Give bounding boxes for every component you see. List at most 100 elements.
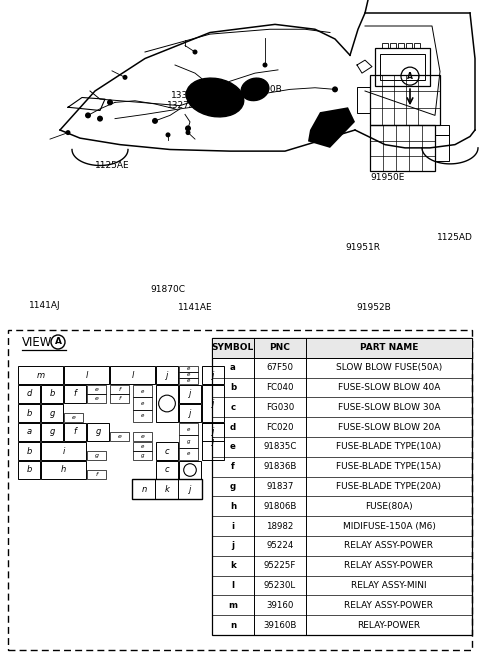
Bar xyxy=(110,394,129,403)
Text: 95224: 95224 xyxy=(266,542,294,550)
Bar xyxy=(179,366,198,372)
Bar xyxy=(179,372,198,378)
Bar xyxy=(357,87,370,113)
Text: FUSE-BLADE TYPE(20A): FUSE-BLADE TYPE(20A) xyxy=(336,482,442,491)
Bar xyxy=(179,423,198,436)
Ellipse shape xyxy=(191,86,209,100)
Text: c: c xyxy=(230,403,236,412)
Text: 1141AJ: 1141AJ xyxy=(29,301,61,310)
Text: m: m xyxy=(36,371,45,379)
Text: FUSE-SLOW BLOW 30A: FUSE-SLOW BLOW 30A xyxy=(338,403,440,412)
Text: e: e xyxy=(187,367,190,371)
Text: f: f xyxy=(118,396,120,401)
Text: j: j xyxy=(189,390,191,398)
Text: 91806B: 91806B xyxy=(264,502,297,511)
Text: k: k xyxy=(165,485,169,493)
Text: d: d xyxy=(26,390,32,398)
Text: e: e xyxy=(141,401,144,406)
Bar xyxy=(41,442,86,460)
Text: MIDIFUSE-150A (M6): MIDIFUSE-150A (M6) xyxy=(343,521,435,531)
Bar xyxy=(41,404,63,422)
Text: FC040: FC040 xyxy=(266,383,294,392)
Text: e: e xyxy=(141,413,144,419)
Bar xyxy=(64,366,109,384)
Circle shape xyxy=(65,130,71,135)
Text: 67F50: 67F50 xyxy=(266,364,293,372)
Bar xyxy=(380,54,425,80)
Circle shape xyxy=(192,50,197,54)
Text: FG030: FG030 xyxy=(266,403,294,412)
Text: RELAY-POWER: RELAY-POWER xyxy=(358,620,420,629)
Ellipse shape xyxy=(241,78,269,101)
Bar xyxy=(64,423,86,441)
Text: SLOW BLOW FUSE(50A): SLOW BLOW FUSE(50A) xyxy=(336,364,442,372)
Bar xyxy=(156,461,178,479)
Text: 91836B: 91836B xyxy=(264,462,297,471)
Bar xyxy=(179,461,201,479)
Text: g: g xyxy=(95,453,98,458)
Bar xyxy=(87,470,106,479)
Text: 95230L: 95230L xyxy=(264,581,296,590)
Text: RELAY ASSY-POWER: RELAY ASSY-POWER xyxy=(345,601,433,610)
Text: PART NAME: PART NAME xyxy=(360,343,418,352)
Circle shape xyxy=(152,118,158,124)
Bar xyxy=(179,385,201,403)
Text: e: e xyxy=(187,379,190,383)
Bar xyxy=(18,366,63,384)
Text: 91835C: 91835C xyxy=(264,442,297,451)
Text: f: f xyxy=(73,390,76,398)
Bar xyxy=(398,43,404,48)
Bar xyxy=(133,409,152,422)
Text: i: i xyxy=(231,521,235,531)
Bar xyxy=(18,385,40,403)
Bar xyxy=(133,398,152,409)
Text: VIEW: VIEW xyxy=(22,335,52,348)
Text: g: g xyxy=(49,409,55,417)
Bar xyxy=(370,124,435,170)
Text: FUSE-SLOW BLOW 40A: FUSE-SLOW BLOW 40A xyxy=(338,383,440,392)
Text: e: e xyxy=(95,387,98,392)
Text: 39160B: 39160B xyxy=(264,620,297,629)
Text: e: e xyxy=(187,451,190,457)
Text: 1327AC: 1327AC xyxy=(168,102,203,111)
Circle shape xyxy=(185,130,191,135)
Text: FUSE-BLADE TYPE(15A): FUSE-BLADE TYPE(15A) xyxy=(336,462,442,471)
Circle shape xyxy=(107,100,113,105)
Text: g: g xyxy=(141,453,144,458)
Text: RELAY ASSY-POWER: RELAY ASSY-POWER xyxy=(345,542,433,550)
Bar xyxy=(41,423,63,441)
Text: e: e xyxy=(187,373,190,377)
Text: 18982: 18982 xyxy=(266,521,294,531)
Text: h: h xyxy=(230,502,236,511)
Text: f: f xyxy=(231,462,235,471)
Bar xyxy=(179,447,198,460)
Bar xyxy=(18,423,40,441)
Bar xyxy=(156,366,178,384)
Bar xyxy=(375,48,430,86)
Text: f: f xyxy=(73,428,76,436)
Text: l: l xyxy=(132,371,134,379)
Text: g: g xyxy=(96,428,101,436)
Text: j: j xyxy=(212,371,214,379)
Text: l: l xyxy=(85,371,88,379)
Text: j: j xyxy=(189,409,191,417)
Bar xyxy=(110,432,129,441)
Circle shape xyxy=(263,62,267,67)
Bar xyxy=(64,413,83,422)
Bar xyxy=(202,366,224,384)
Text: e: e xyxy=(118,434,121,439)
Text: e: e xyxy=(141,443,144,449)
Polygon shape xyxy=(308,107,355,148)
Text: A: A xyxy=(407,71,413,81)
Bar xyxy=(133,451,152,460)
Bar xyxy=(8,330,472,650)
Text: RELAY ASSY-POWER: RELAY ASSY-POWER xyxy=(345,561,433,571)
Text: e: e xyxy=(72,415,75,420)
Bar xyxy=(133,385,152,398)
Circle shape xyxy=(166,132,170,138)
Text: j: j xyxy=(212,437,214,446)
Bar xyxy=(212,338,472,358)
Bar xyxy=(435,124,449,135)
Text: e: e xyxy=(95,396,98,401)
Text: 91950E: 91950E xyxy=(371,174,405,183)
